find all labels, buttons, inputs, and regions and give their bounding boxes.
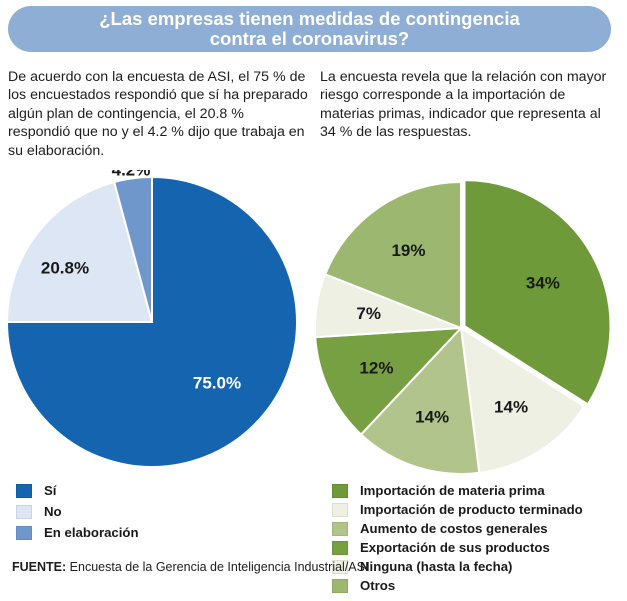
data-label-otros: 19% bbox=[391, 241, 425, 260]
right-description: La encuesta revela que la relación con m… bbox=[320, 69, 607, 141]
legend-item-exportacion-de-sus-productos: Exportación de sus productos bbox=[332, 538, 583, 557]
page-title-line-1: ¿Las empresas tienen medidas de continge… bbox=[99, 8, 520, 29]
legend-swatch bbox=[16, 525, 32, 540]
legend-swatch bbox=[16, 504, 32, 519]
data-label-ninguna-hasta-la-fecha: 7% bbox=[356, 304, 381, 323]
legend-label: Ninguna (hasta la fecha) bbox=[360, 559, 513, 574]
legend-item-no: No bbox=[16, 501, 139, 522]
legend-label: Sí bbox=[44, 483, 57, 498]
legend-label: Exportación de sus productos bbox=[360, 540, 550, 555]
legend-swatch bbox=[332, 521, 348, 536]
pie-slice-otros bbox=[323, 180, 462, 330]
left-description: De acuerdo con la encuesta de ASI, el 75… bbox=[8, 69, 308, 159]
pie-slice-importacion-de-producto-terminado bbox=[459, 326, 586, 474]
legend-swatch bbox=[332, 578, 348, 593]
legend-swatch bbox=[332, 540, 348, 555]
pie-slice-no bbox=[5, 180, 154, 323]
contingency-legend: Sí No En elaboración bbox=[16, 480, 139, 543]
data-label-si: 75.0% bbox=[193, 374, 241, 393]
data-label-no: 20.8% bbox=[41, 259, 89, 278]
page-title-line-2: contra el coronavirus? bbox=[209, 28, 410, 49]
pie-slice-en-elaboracion bbox=[112, 175, 153, 323]
pie-slice-aumento-de-costos-generales bbox=[359, 325, 481, 475]
source-text: Encuesta de la Gerencia de Inteligencia … bbox=[69, 560, 369, 574]
source-note: FUENTE: Encuesta de la Gerencia de Intel… bbox=[12, 560, 368, 576]
pie-slice-importacion-de-materia-prima bbox=[463, 180, 612, 406]
legend-swatch bbox=[332, 559, 348, 574]
legend-item-en-elaboracion: En elaboración bbox=[16, 522, 139, 543]
data-label-importacion-de-materia-prima: 34% bbox=[526, 273, 560, 292]
legend-item-importacion-de-materia-prima: Importación de materia prima bbox=[332, 481, 583, 500]
data-label-aumento-de-costos-generales: 14% bbox=[415, 407, 449, 426]
legend-label: No bbox=[44, 504, 62, 519]
pie-slice-exportacion-de-sus-productos bbox=[314, 326, 464, 436]
source-label: FUENTE: bbox=[12, 560, 67, 574]
data-label-exportacion-de-sus-productos: 12% bbox=[359, 358, 393, 377]
legend-item-aumento-de-costos-generales: Aumento de costos generales bbox=[332, 519, 583, 538]
legend-label: Importación de materia prima bbox=[360, 483, 545, 498]
legend-label: Otros bbox=[360, 578, 396, 593]
data-label-importacion-de-producto-terminado: 14% bbox=[494, 397, 528, 416]
legend-item-importacion-de-producto-terminado: Importación de producto terminado bbox=[332, 500, 583, 519]
legend-item-si: Sí bbox=[16, 480, 139, 501]
legend-swatch bbox=[332, 502, 348, 517]
title-banner: ¿Las empresas tienen medidas de continge… bbox=[8, 6, 611, 52]
legend-item-otros: Otros bbox=[332, 576, 583, 595]
legend-item-ninguna-hasta-la-fecha: Ninguna (hasta la fecha) bbox=[332, 557, 583, 576]
risk-pie-chart: 34% 14% 14% 12% 7% 19% bbox=[314, 180, 612, 475]
legend-swatch bbox=[332, 483, 348, 498]
contingency-pie-chart: 75.0% 20.8% 4.2% bbox=[5, 170, 298, 468]
legend-swatch bbox=[16, 483, 32, 498]
legend-label: En elaboración bbox=[44, 525, 139, 540]
risk-legend: Importación de materia prima Importación … bbox=[332, 481, 583, 595]
legend-label: Aumento de costos generales bbox=[360, 521, 548, 536]
data-label-en-elaboracion: 4.2% bbox=[112, 170, 151, 180]
legend-label: Importación de producto terminado bbox=[360, 502, 583, 517]
